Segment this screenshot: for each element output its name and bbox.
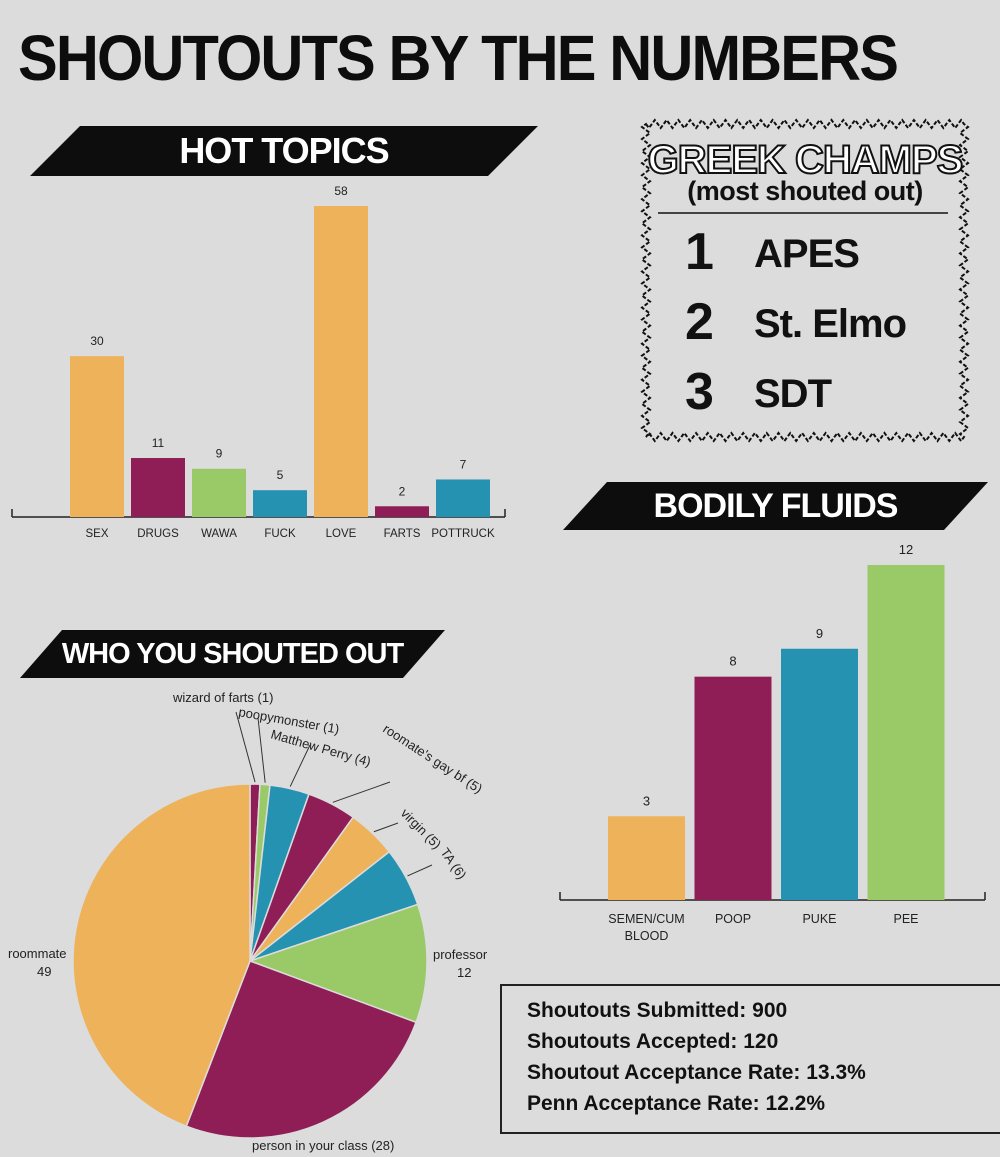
slice-label: wizard of farts (1) <box>172 690 273 705</box>
pie-slice <box>72 783 251 1128</box>
wavy-border-path <box>640 118 970 443</box>
bar <box>436 479 490 517</box>
page-title: SHOUTOUTS BY THE NUMBERS <box>18 22 899 94</box>
who-title: WHO YOU SHOUTED OUT <box>61 637 404 670</box>
who-banner-shape <box>20 630 445 678</box>
x-tick-label: SEX <box>85 528 108 540</box>
pie-slice <box>247 903 428 1024</box>
stat-accepted: Shoutouts Accepted: 120 <box>527 1030 779 1053</box>
champ-rank: 3 <box>685 363 714 421</box>
champ-row: 1 APES <box>640 222 970 290</box>
hot-topics-banner-shape <box>30 126 538 176</box>
leader-line <box>373 822 399 833</box>
pie-slice <box>185 960 418 1139</box>
bar <box>253 490 307 517</box>
leader-line <box>257 717 266 783</box>
data-label: 3 <box>643 793 650 808</box>
bodily-fluids-banner-shape <box>563 482 988 530</box>
greek-champs-subtitle: (most shouted out) <box>687 176 923 206</box>
hot-topics-banner: HOT TOPICS <box>30 126 538 176</box>
x-tick-label: WAWA <box>201 528 237 540</box>
bar <box>694 676 772 900</box>
slice-label: roommate <box>8 946 67 961</box>
stat-penn-rate: Penn Acceptance Rate: 12.2% <box>527 1092 826 1115</box>
stats-box: Shoutouts Submitted: 900 Shoutouts Accep… <box>500 984 1000 1134</box>
data-label: 12 <box>899 542 913 557</box>
champ-name: St. Elmo <box>754 302 907 346</box>
bar <box>608 816 685 900</box>
greek-champs-divider <box>658 212 948 214</box>
data-label: 11 <box>152 436 165 450</box>
bodily-fluids-banner: BODILY FLUIDS <box>563 482 988 530</box>
x-tick-label: BLOOD <box>625 929 669 943</box>
slice-label: virgin (5) <box>398 806 444 852</box>
bar <box>70 356 124 517</box>
champ-rank: 1 <box>685 223 714 281</box>
hot-topics-title: HOT TOPICS <box>179 130 389 171</box>
champ-rank: 2 <box>685 293 714 351</box>
data-label: 30 <box>90 334 104 348</box>
stat-submitted: Shoutouts Submitted: 900 <box>527 999 788 1022</box>
bar <box>131 458 185 517</box>
x-tick-label: SEMEN/CUM <box>608 912 684 926</box>
x-tick-label: PEE <box>893 912 918 926</box>
slice-label: roomate's gay bf (5) <box>380 721 485 796</box>
leader-line <box>235 711 256 783</box>
x-tick-label: POOP <box>715 912 751 926</box>
bar <box>314 206 368 517</box>
greek-champs-title: GREEK CHAMPS <box>647 138 965 182</box>
x-tick-label: POTTRUCK <box>431 528 495 540</box>
slice-label: TA (6) <box>438 845 470 882</box>
champ-name: SDT <box>754 372 832 416</box>
slice-label: person in your class (28) <box>252 1138 394 1153</box>
stat-shoutout-rate: Shoutout Acceptance Rate: 13.3% <box>527 1061 866 1084</box>
data-label: 58 <box>334 184 348 198</box>
x-tick-label: LOVE <box>326 528 357 540</box>
bar <box>867 565 945 900</box>
data-label: 5 <box>277 468 284 482</box>
x-tick-label: DRUGS <box>137 528 179 540</box>
champ-row: 2 St. Elmo <box>640 292 970 360</box>
champ-row: 3 SDT <box>640 362 970 430</box>
data-label: 7 <box>460 457 467 471</box>
data-label: 2 <box>399 484 406 498</box>
slice-label: 12 <box>457 965 471 980</box>
x-tick-label: FARTS <box>384 528 421 540</box>
bodily-fluids-title: BODILY FLUIDS <box>653 486 899 525</box>
bar <box>375 506 429 517</box>
data-label: 8 <box>729 654 736 669</box>
slice-label: 49 <box>37 964 51 979</box>
data-label: 9 <box>216 447 223 461</box>
who-banner: WHO YOU SHOUTED OUT <box>20 630 445 678</box>
leader-line <box>332 781 391 803</box>
bar <box>192 468 246 517</box>
x-tick-label: PUKE <box>802 912 836 926</box>
leader-line <box>289 744 311 787</box>
slice-label: professor <box>433 947 488 962</box>
wavy-border <box>640 118 970 443</box>
greek-champs-box: GREEK CHAMPS (most shouted out) 1 APES 2… <box>640 118 970 443</box>
bar <box>781 648 858 900</box>
x-tick-label: FUCK <box>264 528 296 540</box>
data-label: 9 <box>816 626 823 641</box>
champ-name: APES <box>754 232 860 276</box>
leader-line <box>407 864 433 877</box>
